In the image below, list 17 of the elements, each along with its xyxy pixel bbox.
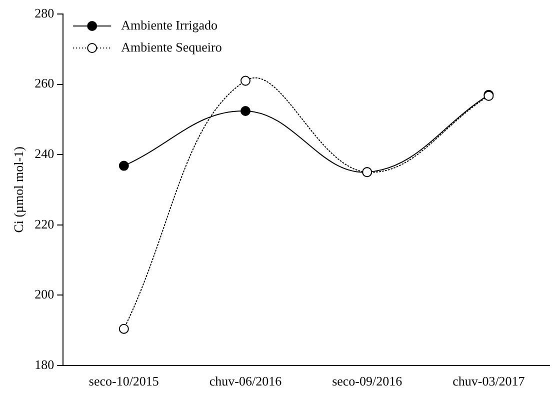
y-tick-label: 200 (34, 286, 54, 302)
point (240, 76, 250, 86)
legend-label: Ambiente Irrigado (121, 17, 218, 32)
y-tick-label: 220 (34, 216, 54, 232)
x-tick-label: seco-10/2015 (88, 374, 159, 389)
legend-label: Ambiente Sequeiro (121, 39, 222, 54)
y-tick-label: 260 (34, 76, 54, 91)
x-tick-label: seco-09/2016 (332, 374, 403, 389)
y-tick-label: 240 (34, 146, 54, 161)
y-axis-title: Ci (µmol mol-1) (11, 146, 26, 233)
point (240, 106, 250, 116)
x-tick-label: chuv-03/2017 (452, 374, 526, 389)
x-tick-label: chuv-06/2016 (209, 374, 282, 389)
point (118, 324, 129, 334)
y-tick-label: 180 (34, 356, 54, 372)
y-tick-label: 280 (34, 5, 54, 20)
point (118, 160, 129, 171)
